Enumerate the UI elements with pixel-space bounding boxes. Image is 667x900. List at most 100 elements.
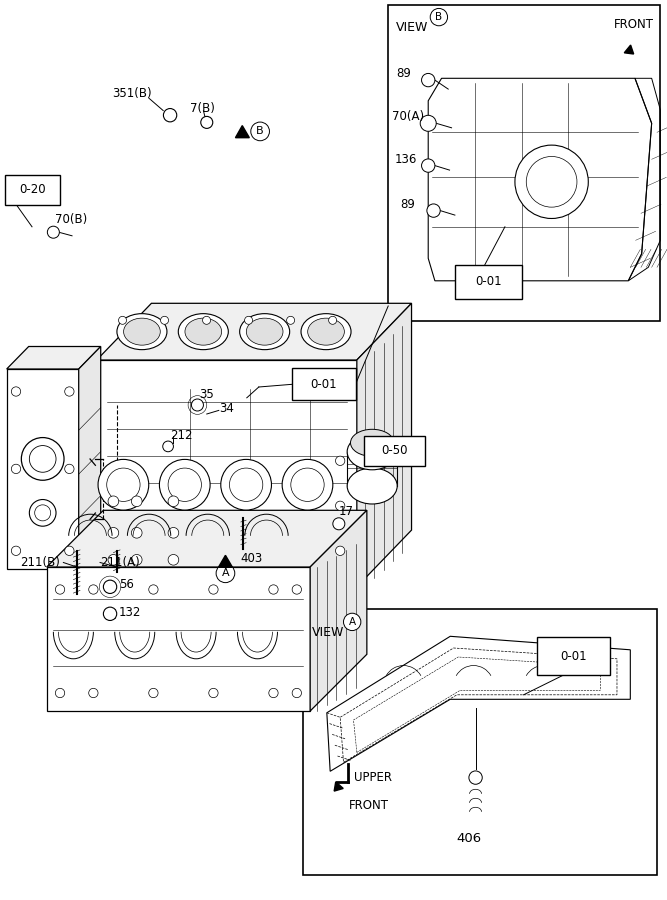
Circle shape	[119, 316, 127, 324]
Circle shape	[131, 496, 142, 507]
Circle shape	[469, 771, 482, 784]
FancyBboxPatch shape	[292, 368, 356, 400]
Text: 17: 17	[339, 505, 354, 518]
Circle shape	[291, 468, 324, 501]
Circle shape	[221, 459, 271, 510]
Polygon shape	[97, 303, 412, 360]
Circle shape	[107, 468, 140, 501]
Ellipse shape	[123, 319, 160, 346]
Circle shape	[11, 387, 21, 396]
Text: 403: 403	[240, 552, 262, 564]
Circle shape	[526, 157, 577, 207]
Circle shape	[168, 527, 179, 538]
Ellipse shape	[178, 314, 228, 350]
Circle shape	[422, 159, 435, 172]
Circle shape	[103, 580, 117, 593]
Circle shape	[21, 437, 64, 481]
Circle shape	[108, 496, 119, 507]
Circle shape	[336, 456, 345, 465]
Circle shape	[201, 116, 213, 129]
Circle shape	[149, 688, 158, 698]
Text: 56: 56	[119, 579, 133, 591]
FancyBboxPatch shape	[537, 637, 610, 675]
Circle shape	[55, 688, 65, 698]
Circle shape	[344, 613, 361, 631]
Text: 0-01: 0-01	[475, 275, 502, 288]
Circle shape	[420, 115, 436, 131]
Text: 70(B): 70(B)	[55, 213, 87, 226]
Circle shape	[209, 585, 218, 594]
Bar	[388, 4, 660, 321]
Polygon shape	[7, 369, 79, 569]
Circle shape	[269, 585, 278, 594]
Circle shape	[216, 564, 235, 582]
Text: B: B	[256, 126, 264, 137]
Text: FRONT: FRONT	[349, 799, 389, 812]
Text: 70(A): 70(A)	[392, 110, 424, 122]
Ellipse shape	[301, 314, 351, 350]
Text: B: B	[436, 12, 442, 22]
Text: 34: 34	[219, 402, 233, 415]
Circle shape	[55, 585, 65, 594]
Circle shape	[108, 554, 119, 565]
Text: 0-20: 0-20	[19, 184, 46, 196]
Polygon shape	[219, 555, 232, 567]
Ellipse shape	[348, 468, 398, 504]
Circle shape	[35, 505, 51, 521]
Text: A: A	[221, 568, 229, 579]
Circle shape	[131, 527, 142, 538]
Text: 406: 406	[456, 832, 482, 845]
Circle shape	[161, 316, 169, 324]
Circle shape	[203, 316, 211, 324]
Polygon shape	[624, 45, 634, 54]
Text: FRONT: FRONT	[614, 18, 654, 31]
Text: 212: 212	[170, 429, 193, 442]
Ellipse shape	[307, 319, 344, 346]
Bar	[303, 609, 657, 875]
Ellipse shape	[351, 429, 394, 456]
Ellipse shape	[185, 319, 221, 346]
Polygon shape	[235, 126, 249, 138]
Circle shape	[427, 204, 440, 217]
Circle shape	[168, 496, 179, 507]
Circle shape	[65, 387, 74, 396]
Circle shape	[287, 316, 295, 324]
Ellipse shape	[117, 314, 167, 350]
Circle shape	[163, 109, 177, 122]
Text: VIEW: VIEW	[396, 21, 429, 33]
Circle shape	[89, 585, 98, 594]
Circle shape	[229, 468, 263, 501]
Circle shape	[108, 527, 119, 538]
Text: 0-50: 0-50	[381, 445, 408, 457]
Circle shape	[65, 464, 74, 473]
Polygon shape	[334, 782, 344, 791]
Circle shape	[292, 585, 301, 594]
Text: 136: 136	[395, 153, 418, 166]
FancyBboxPatch shape	[5, 175, 60, 205]
Circle shape	[29, 446, 56, 472]
Circle shape	[245, 316, 253, 324]
Circle shape	[149, 585, 158, 594]
Circle shape	[159, 459, 210, 510]
Polygon shape	[47, 567, 310, 711]
Polygon shape	[79, 346, 101, 569]
Text: 211(A): 211(A)	[100, 556, 140, 569]
Circle shape	[336, 501, 345, 510]
Text: A: A	[349, 616, 356, 627]
Circle shape	[131, 554, 142, 565]
Circle shape	[515, 145, 588, 219]
Circle shape	[209, 688, 218, 698]
Circle shape	[98, 459, 149, 510]
Text: 35: 35	[199, 388, 213, 400]
Text: 211(B): 211(B)	[20, 556, 60, 569]
Polygon shape	[310, 510, 367, 711]
FancyBboxPatch shape	[364, 436, 425, 466]
Text: 351(B): 351(B)	[112, 87, 151, 100]
Circle shape	[65, 546, 74, 555]
Ellipse shape	[348, 434, 398, 470]
Text: 0-01: 0-01	[560, 650, 587, 662]
Circle shape	[163, 441, 173, 452]
Circle shape	[168, 468, 201, 501]
Ellipse shape	[239, 314, 289, 350]
Circle shape	[191, 399, 203, 411]
